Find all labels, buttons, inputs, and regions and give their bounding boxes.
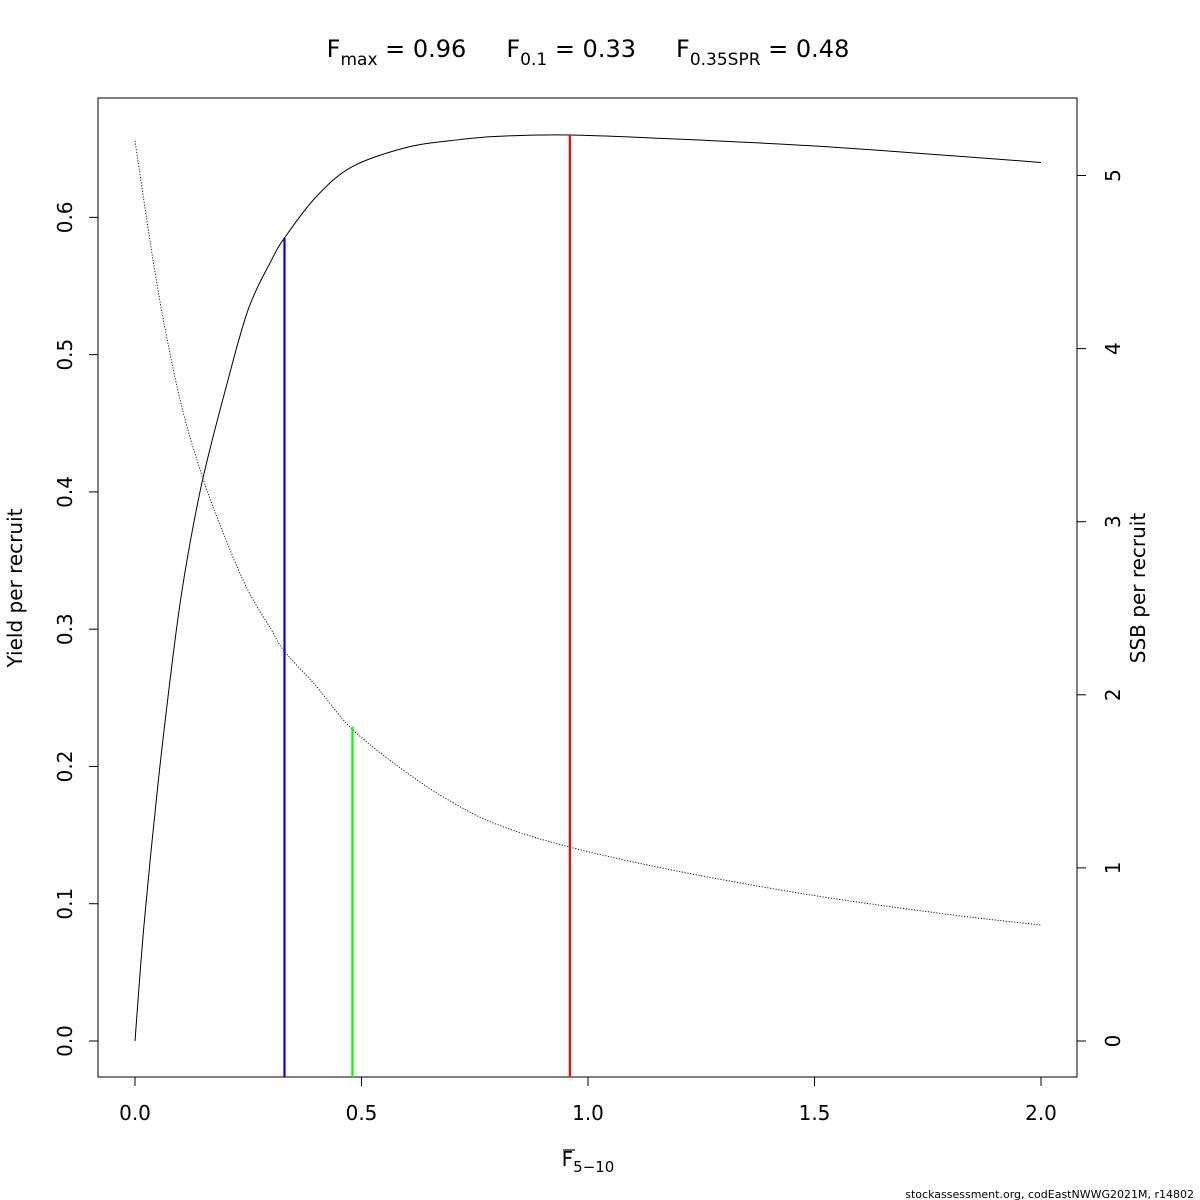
y-right-tick-label: 0 — [1101, 1035, 1125, 1048]
title-fmax-value: = 0.96 — [378, 35, 467, 63]
x-axis-label-sub: 5−10 — [573, 1158, 614, 1176]
y-right-tick-label: 3 — [1101, 515, 1125, 528]
axes-ticks: 0.0 0.5 1.0 1.5 2.0 0.0 0.1 0.2 0.3 0.4 0.5 0.6 0 1 2 3… — [53, 169, 1125, 1125]
x-tick-label: 1.5 — [799, 1101, 831, 1125]
x-tick-label: 1.0 — [572, 1101, 604, 1125]
y-left-tick-label: 0.4 — [53, 476, 77, 508]
data-layer — [134, 134, 1042, 1077]
y-right-tick-label: 5 — [1101, 169, 1125, 182]
y-axis-label-left: Yield per recruit — [3, 508, 27, 668]
x-axis-label-base: F — [562, 1147, 574, 1171]
title-f01-base: F — [506, 35, 520, 63]
footer-credit: stockassessment.org, codEastNWWG2021M, r… — [905, 1188, 1194, 1200]
plot-frame — [97, 97, 1078, 1078]
x-axis-label: F5−10 — [562, 1147, 615, 1176]
y-right-tick-label: 1 — [1101, 862, 1125, 875]
x-tick-label: 2.0 — [1025, 1101, 1057, 1125]
title-fspr-value: = 0.48 — [761, 35, 850, 63]
y-left-tick-label: 0.6 — [53, 201, 77, 233]
title-f01-value: = 0.33 — [547, 35, 636, 63]
y-left-tick-label: 0.3 — [53, 613, 77, 645]
y-right-tick-label: 4 — [1101, 342, 1125, 355]
y-axis-label-right: SSB per recruit — [1126, 513, 1150, 664]
title-fmax-base: F — [327, 35, 341, 63]
y-left-tick-label: 0.5 — [53, 339, 77, 371]
chart-title: Fmax = 0.96 F0.1 = 0.33 F0.35SPR = 0.48 — [327, 35, 850, 70]
x-tick-label: 0.0 — [119, 1101, 151, 1125]
y-left-tick-label: 0.0 — [53, 1025, 77, 1057]
y-left-tick-label: 0.2 — [53, 751, 77, 783]
y-right-tick-label: 2 — [1101, 688, 1125, 701]
x-tick-label: 0.5 — [346, 1101, 378, 1125]
title-f01-sub: 0.1 — [520, 50, 547, 70]
title-fspr-base: F — [676, 35, 690, 63]
title-fmax-sub: max — [340, 50, 377, 70]
title-fspr-sub: 0.35SPR — [690, 50, 761, 70]
yield-per-recruit-curve — [134, 134, 1042, 1042]
ssb-per-recruit-curve — [134, 140, 1042, 926]
y-left-tick-label: 0.1 — [53, 888, 77, 920]
